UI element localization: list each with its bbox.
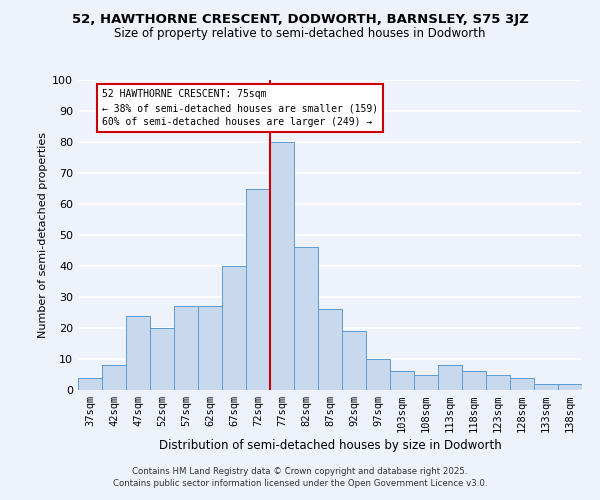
Bar	[462, 372, 486, 390]
Bar	[366, 359, 390, 390]
Bar	[222, 266, 246, 390]
Bar	[198, 306, 222, 390]
Text: Contains HM Land Registry data © Crown copyright and database right 2025.: Contains HM Land Registry data © Crown c…	[132, 467, 468, 476]
Bar	[78, 378, 102, 390]
Bar	[438, 365, 462, 390]
Bar	[486, 374, 510, 390]
Text: Size of property relative to semi-detached houses in Dodworth: Size of property relative to semi-detach…	[114, 28, 486, 40]
Bar	[126, 316, 150, 390]
Bar	[318, 310, 342, 390]
Bar	[510, 378, 534, 390]
Text: 52, HAWTHORNE CRESCENT, DODWORTH, BARNSLEY, S75 3JZ: 52, HAWTHORNE CRESCENT, DODWORTH, BARNSL…	[71, 12, 529, 26]
Bar	[558, 384, 582, 390]
Bar	[390, 372, 414, 390]
Text: Contains public sector information licensed under the Open Government Licence v3: Contains public sector information licen…	[113, 478, 487, 488]
Bar	[342, 331, 366, 390]
Bar	[294, 248, 318, 390]
Bar	[174, 306, 198, 390]
Bar	[534, 384, 558, 390]
Bar	[102, 365, 126, 390]
Bar	[414, 374, 438, 390]
X-axis label: Distribution of semi-detached houses by size in Dodworth: Distribution of semi-detached houses by …	[158, 440, 502, 452]
Bar	[246, 188, 270, 390]
Bar	[270, 142, 294, 390]
Bar	[150, 328, 174, 390]
Text: 52 HAWTHORNE CRESCENT: 75sqm
← 38% of semi-detached houses are smaller (159)
60%: 52 HAWTHORNE CRESCENT: 75sqm ← 38% of se…	[102, 90, 378, 128]
Y-axis label: Number of semi-detached properties: Number of semi-detached properties	[38, 132, 48, 338]
